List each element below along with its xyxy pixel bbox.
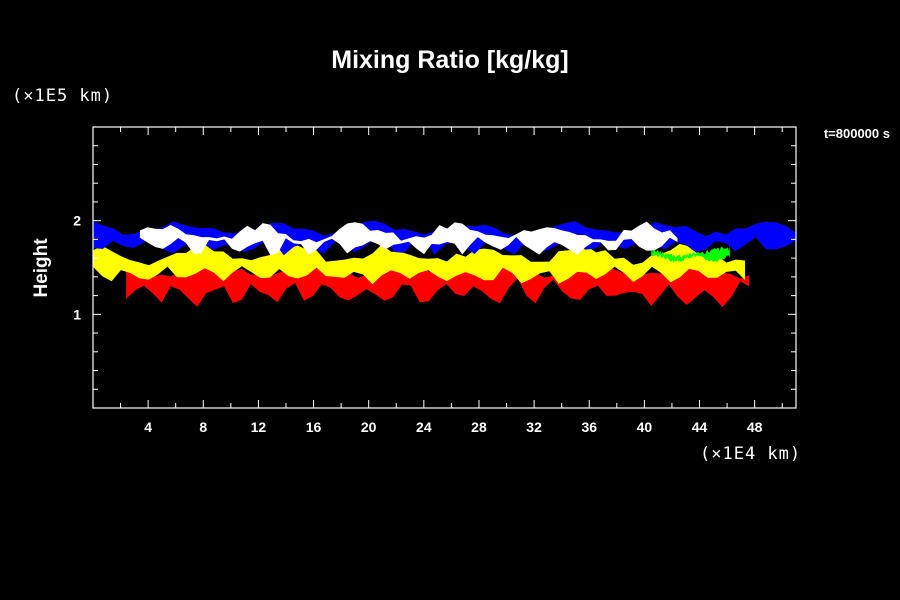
mixing-ratio-region-green	[651, 246, 730, 263]
x-tick-label: 32	[526, 419, 542, 435]
x-tick-label: 36	[581, 419, 597, 435]
x-tick-label: 12	[251, 419, 267, 435]
y-tick-label: 2	[73, 213, 81, 229]
time-label: t=800000 s	[823, 126, 890, 141]
x-tick-label: 4	[144, 419, 152, 435]
mixing-ratio-field	[93, 220, 796, 308]
x-tick-label: 24	[416, 419, 432, 435]
x-tick-label: 20	[361, 419, 377, 435]
mixing-ratio-region-white	[139, 221, 678, 256]
y-tick-label: 1	[73, 306, 81, 322]
x-tick-label: 48	[747, 419, 763, 435]
x-tick-label: 28	[471, 419, 487, 435]
x-tick-label: 16	[306, 419, 322, 435]
y-unit-label: (×1E5 km)	[12, 86, 114, 106]
x-tick-label: 8	[199, 419, 207, 435]
mixing-ratio-region-yellow	[93, 243, 745, 285]
x-unit-label: (×1E4 km)	[700, 444, 802, 464]
chart-title: Mixing Ratio [kg/kg]	[331, 46, 569, 74]
x-tick-label: 40	[637, 419, 653, 435]
x-tick-label: 44	[692, 419, 708, 435]
plot-frame	[92, 126, 797, 409]
